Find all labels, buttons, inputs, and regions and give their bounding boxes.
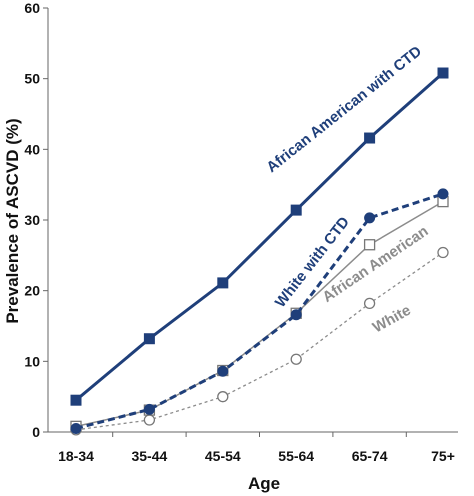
data-point — [437, 246, 449, 259]
data-point — [217, 391, 229, 403]
series-line — [75, 251, 444, 431]
data-point — [437, 67, 449, 79]
data-point — [143, 333, 155, 345]
data-point — [143, 403, 155, 415]
data-point — [363, 297, 376, 310]
x-tick-label: 45-54 — [205, 448, 241, 464]
y-tick-label: 60 — [24, 0, 40, 16]
y-tick-label: 20 — [24, 283, 40, 299]
x-tick-label: 55-64 — [278, 448, 314, 464]
data-point — [143, 414, 156, 426]
y-tick-label: 10 — [24, 353, 40, 369]
data-point — [70, 394, 82, 406]
x-axis-title: Age — [248, 474, 280, 493]
y-tick-label: 30 — [24, 212, 40, 228]
series-label: White — [370, 302, 414, 337]
series-white — [70, 246, 449, 436]
y-tick-labels: 0 10 20 30 40 50 60 — [24, 0, 40, 440]
axes — [43, 7, 458, 437]
series-line — [75, 200, 444, 428]
data-point — [217, 365, 229, 377]
data-point — [290, 353, 302, 365]
data-point — [364, 132, 376, 144]
y-tick-label: 0 — [32, 424, 40, 440]
data-point — [437, 188, 449, 200]
data-point — [290, 309, 302, 321]
x-tick-label: 75+ — [431, 448, 455, 464]
series-white-with-ctd — [70, 188, 449, 434]
y-tick-label: 40 — [24, 141, 40, 157]
x-tick-label: 35-44 — [131, 448, 167, 464]
data-point — [70, 422, 82, 434]
x-tick-label: 18-34 — [58, 448, 94, 464]
series-line — [75, 71, 444, 402]
y-axis-title: Prevalence of ASCVD (%) — [3, 118, 22, 323]
data-point — [364, 212, 376, 224]
x-tick-label: 65-74 — [352, 448, 388, 464]
data-point — [290, 204, 302, 216]
data-point — [363, 239, 376, 251]
x-tick-labels: 18-34 35-44 45-54 55-64 65-74 75+ — [58, 448, 455, 464]
y-tick-label: 50 — [24, 71, 40, 87]
series-line — [75, 192, 444, 430]
data-point — [217, 277, 229, 289]
series-lines — [70, 67, 449, 436]
series-african-american-with-ctd — [70, 67, 449, 406]
